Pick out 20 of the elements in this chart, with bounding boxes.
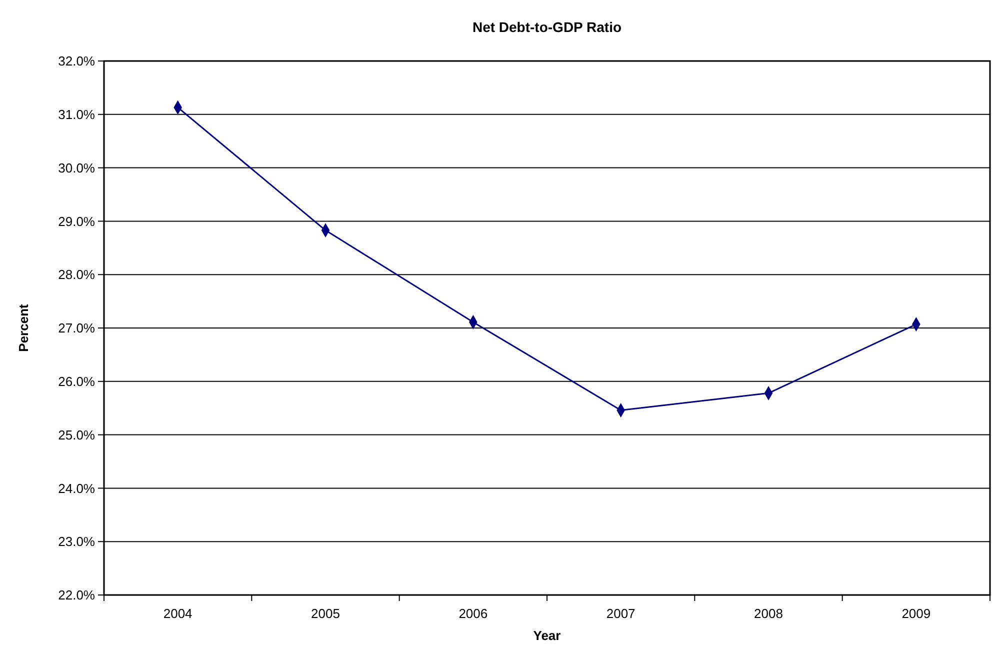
y-tick-label: 27.0% (58, 320, 96, 336)
y-axis-title: Percent (16, 303, 31, 352)
y-tick-label: 26.0% (58, 374, 96, 389)
y-tick-label: 32.0% (58, 54, 96, 69)
y-tick-label: 22.0% (58, 588, 96, 603)
y-tick-label: 29.0% (58, 214, 96, 229)
x-tick-label: 2007 (606, 606, 636, 621)
x-tick-label: 2005 (311, 606, 340, 621)
x-tick-label: 2008 (754, 606, 783, 621)
y-tick-label: 25.0% (58, 427, 96, 442)
x-tick-label: 2009 (902, 606, 931, 621)
y-tick-label: 30.0% (58, 160, 96, 176)
y-tick-label: 31.0% (58, 106, 96, 122)
y-tick-label: 23.0% (58, 534, 96, 550)
x-tick-label: 2004 (163, 606, 192, 621)
y-tick-label: 28.0% (58, 267, 96, 282)
x-axis-title: Year (533, 628, 561, 643)
chart-title: Net Debt-to-GDP Ratio (472, 19, 622, 35)
x-tick-label: 2006 (458, 606, 488, 621)
y-tick-label: 24.0% (58, 480, 96, 496)
